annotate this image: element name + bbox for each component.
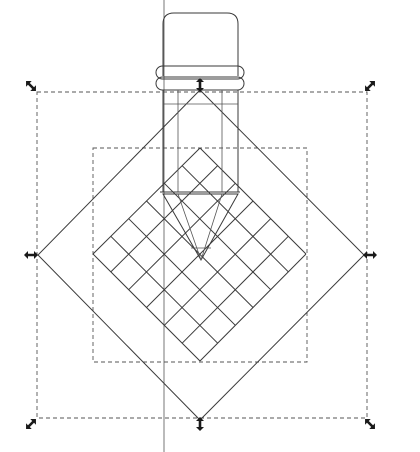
resize-ne-icon[interactable]: [362, 78, 378, 94]
pencil-cone-facet-right: [200, 193, 223, 261]
grid-line-b-3: [146, 200, 254, 308]
grid-line-b-4: [163, 218, 272, 326]
grid-line-b-2: [128, 182, 236, 291]
grid-line-b-1: [110, 165, 219, 273]
grid-line-b-0: [92, 147, 201, 255]
resize-nw-icon[interactable]: [23, 78, 39, 94]
pencil-eraser: [162, 12, 239, 76]
pencil-cone-facet-left: [177, 193, 202, 261]
resize-se-icon[interactable]: [362, 416, 378, 432]
grid-line-b-5: [181, 235, 289, 344]
resize-w-icon[interactable]: [24, 251, 38, 259]
resize-s-icon[interactable]: [196, 417, 204, 431]
resize-e-icon[interactable]: [363, 251, 377, 259]
pencil-cone: [162, 193, 239, 262]
selection-handles[interactable]: [23, 78, 378, 432]
grid-line-b-6: [199, 253, 307, 362]
resize-sw-icon[interactable]: [23, 416, 39, 432]
grid-diamond[interactable]: [92, 147, 307, 362]
resize-n-icon[interactable]: [196, 78, 204, 92]
